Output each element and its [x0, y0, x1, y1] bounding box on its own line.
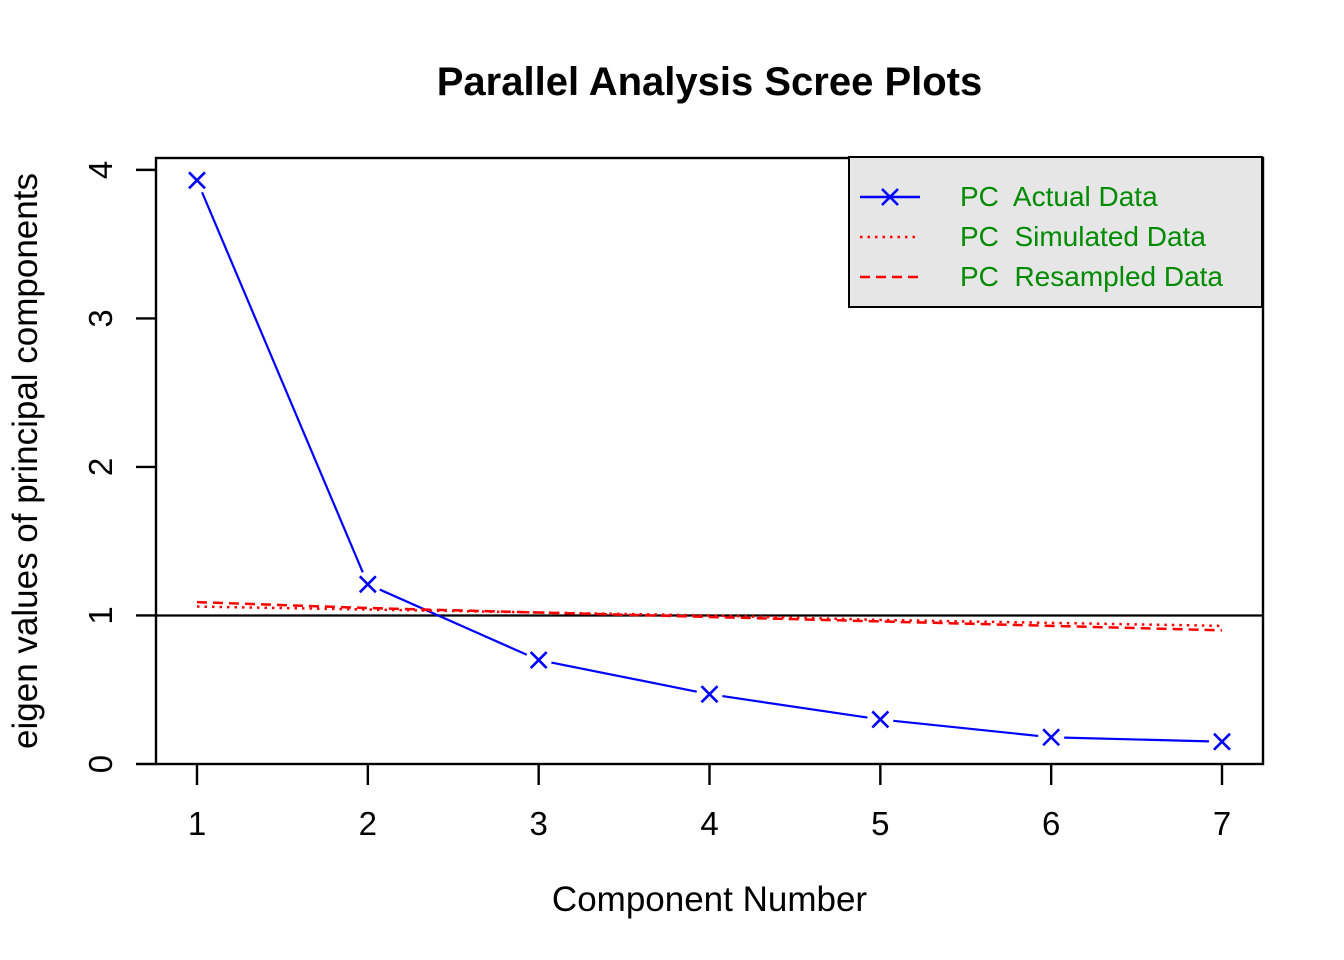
y-tick-label: 0	[82, 755, 119, 773]
pc-actual-line-segment	[201, 191, 364, 573]
pc-actual-line-segment	[722, 695, 868, 719]
legend-label: PC Simulated Data	[960, 221, 1206, 252]
data-point-marker	[1213, 732, 1231, 751]
pc-simulated-legend-swatch	[860, 235, 920, 239]
y-tick-label: 3	[82, 309, 119, 327]
data-point-marker	[358, 575, 377, 594]
legend: PC Actual Data PC Simulated Data PC Resamp…	[848, 156, 1263, 308]
data-point-marker	[188, 171, 206, 190]
legend-label: PC Actual Data	[960, 181, 1158, 212]
legend-item-pc-resampled: PC Resampled Data	[858, 257, 1261, 297]
x-tick-label: 4	[700, 805, 718, 842]
pc-resampled-legend-swatch	[860, 275, 920, 279]
x-tick-label: 7	[1213, 805, 1231, 842]
legend-label: PC Resampled Data	[960, 261, 1224, 292]
pc-resampled-line	[196, 600, 1223, 632]
x-tick-label: 3	[529, 805, 547, 842]
data-point-marker	[529, 651, 548, 669]
y-axis-label: eigen values of principal components	[6, 173, 45, 749]
pc-actual-line-segment	[379, 588, 528, 656]
y-tick-label: 4	[82, 161, 119, 179]
data-point-marker	[700, 685, 719, 704]
x-tick-label: 6	[1042, 805, 1060, 842]
x-tick-label: 5	[871, 805, 889, 842]
plot-box	[154, 156, 1265, 766]
y-tick-label: 2	[82, 458, 119, 476]
legend-item-pc-simulated: PC Simulated Data	[858, 217, 1261, 257]
data-point-marker	[871, 710, 890, 729]
legend-item-pc-actual: PC Actual Data	[858, 177, 1261, 217]
x-tick-label: 2	[359, 805, 377, 842]
x-tick-label: 1	[188, 805, 206, 842]
data-point-marker	[1042, 728, 1061, 747]
pc-actual-line-segment	[551, 661, 697, 693]
y-tick-label: 1	[82, 606, 119, 624]
pc-actual-legend-swatch	[860, 188, 920, 206]
pc-actual-line-segment	[893, 719, 1039, 738]
x-axis-label: Component Number	[551, 880, 868, 919]
pc-actual-line-segment	[1064, 736, 1210, 743]
plot-title: Parallel Analysis Scree Plots	[436, 60, 983, 104]
